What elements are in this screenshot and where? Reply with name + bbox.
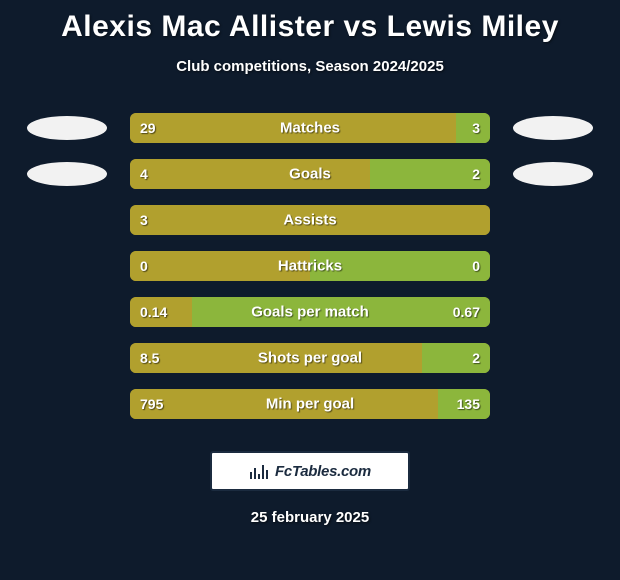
stat-bar: 4 2 Goals (130, 159, 490, 189)
comparison-infographic: Alexis Mac Allister vs Lewis Miley Club … (0, 0, 620, 580)
stat-label: Assists (283, 212, 336, 229)
stat-row: 8.5 2 Shots per goal (0, 335, 620, 381)
stat-bar: 0 0 Hattricks (130, 251, 490, 281)
stat-label: Goals per match (251, 304, 369, 321)
stat-bar: 0.14 0.67 Goals per match (130, 297, 490, 327)
stat-value-right: 3 (472, 120, 480, 136)
stat-label: Goals (289, 166, 331, 183)
stat-row: 4 2 Goals (0, 151, 620, 197)
stat-bar-left (130, 159, 370, 189)
page-title: Alexis Mac Allister vs Lewis Miley (0, 10, 620, 44)
stat-row: 3 Assists (0, 197, 620, 243)
team-badge-right (513, 116, 593, 140)
stat-bar: 8.5 2 Shots per goal (130, 343, 490, 373)
stat-value-right: 0 (472, 258, 480, 274)
stat-value-right: 2 (472, 350, 480, 366)
date-text: 25 february 2025 (0, 509, 620, 526)
subtitle: Club competitions, Season 2024/2025 (0, 58, 620, 75)
stat-value-right: 0.67 (453, 304, 480, 320)
team-badge-left (27, 162, 107, 186)
stat-value-left: 0.14 (140, 304, 167, 320)
stat-value-left: 4 (140, 166, 148, 182)
stat-row: 795 135 Min per goal (0, 381, 620, 427)
left-badge-slot (22, 162, 112, 186)
stat-label: Min per goal (266, 396, 354, 413)
team-badge-right (513, 162, 593, 186)
stat-row: 0.14 0.67 Goals per match (0, 289, 620, 335)
stat-value-left: 0 (140, 258, 148, 274)
team-badge-left (27, 116, 107, 140)
right-badge-slot (508, 162, 598, 186)
stat-rows: 29 3 Matches 4 2 Goals 3 Assists 0 0 Hattricks 0.14… (0, 105, 620, 427)
stat-label: Matches (280, 120, 340, 137)
stat-bar: 29 3 Matches (130, 113, 490, 143)
stat-row: 29 3 Matches (0, 105, 620, 151)
stat-value-left: 8.5 (140, 350, 159, 366)
stat-label: Shots per goal (258, 350, 362, 367)
bar-chart-icon (249, 462, 269, 480)
left-badge-slot (22, 116, 112, 140)
stat-value-right: 2 (472, 166, 480, 182)
brand-badge: FcTables.com (210, 451, 410, 491)
stat-value-left: 29 (140, 120, 156, 136)
right-badge-slot (508, 116, 598, 140)
stat-bar: 3 Assists (130, 205, 490, 235)
stat-row: 0 0 Hattricks (0, 243, 620, 289)
stat-value-left: 3 (140, 212, 148, 228)
stat-value-right: 135 (457, 396, 480, 412)
brand-text: FcTables.com (275, 463, 371, 480)
stat-label: Hattricks (278, 258, 342, 275)
stat-value-left: 795 (140, 396, 163, 412)
stat-bar: 795 135 Min per goal (130, 389, 490, 419)
